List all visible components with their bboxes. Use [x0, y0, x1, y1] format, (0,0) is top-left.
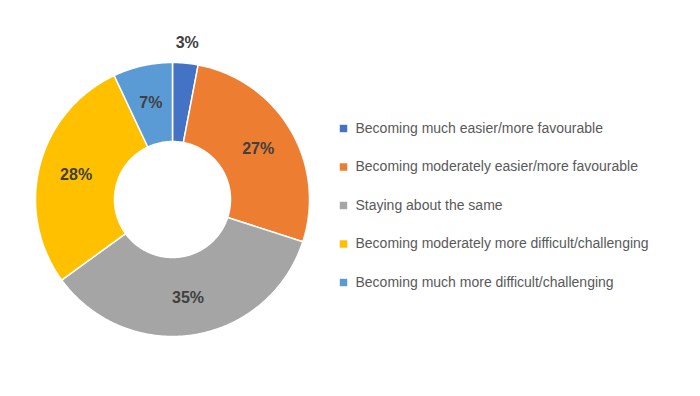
svg-text:Becoming much easier/more favo: Becoming much easier/more favourable	[356, 120, 604, 136]
svg-text:28%: 28%	[60, 166, 92, 183]
svg-text:3%: 3%	[176, 34, 199, 51]
svg-text:Becoming much more difficult/c: Becoming much more difficult/challenging	[356, 274, 614, 290]
svg-text:27%: 27%	[242, 140, 274, 157]
svg-text:35%: 35%	[172, 289, 204, 306]
svg-text:Becoming moderately easier/mor: Becoming moderately easier/more favourab…	[356, 158, 639, 174]
svg-text:7%: 7%	[139, 94, 162, 111]
svg-text:Becoming moderately more diffi: Becoming moderately more difficult/chall…	[356, 235, 649, 251]
svg-text:Staying about the same: Staying about the same	[356, 197, 503, 213]
